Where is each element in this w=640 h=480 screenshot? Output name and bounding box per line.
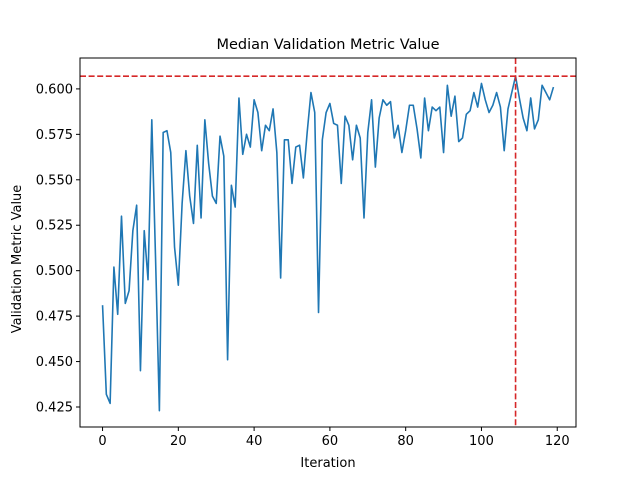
x-tick-label: 120 [545,434,570,449]
x-tick-label: 40 [246,434,263,449]
plot-area-frame [79,57,577,428]
y-tick-label: 0.550 [36,173,73,188]
y-tick-label: 0.450 [36,355,73,370]
series-line-0 [101,75,555,412]
x-tick-label: 0 [98,434,106,449]
y-tick-label: 0.500 [36,264,73,279]
x-axis-label: Iteration [300,456,355,471]
x-tick-label: 100 [469,434,494,449]
y-axis-label: Validation Metric Value [10,185,25,334]
x-tick-label: 80 [397,434,414,449]
x-axis: 0 20 40 60 80 100 120 [98,427,570,449]
x-tick-label: 20 [170,434,187,449]
y-tick-label: 0.425 [36,401,73,416]
x-tick-label: 60 [322,434,339,449]
y-tick-label: 0.475 [36,310,73,325]
y-axis: 0.425 0.450 0.475 0.500 0.525 0.550 0.575 0.600 [36,82,80,416]
y-tick-label: 0.525 [36,219,73,234]
y-tick-label: 0.575 [36,128,73,143]
y-tick-label: 0.600 [36,82,73,97]
chart-title: Median Validation Metric Value [216,37,439,53]
